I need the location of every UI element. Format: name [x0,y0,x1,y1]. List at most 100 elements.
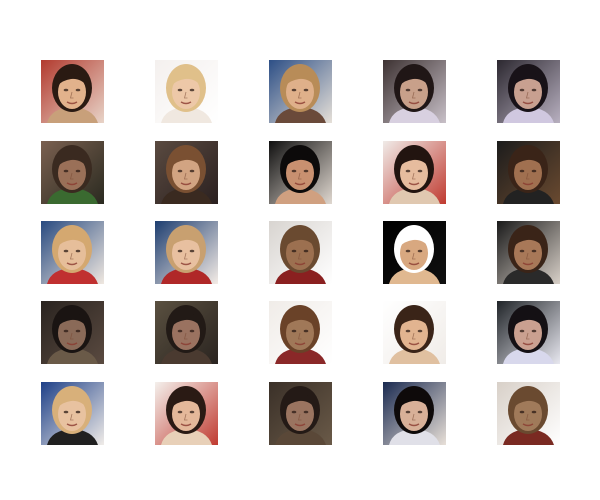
shirt-shape [389,107,440,123]
face-image [383,301,446,364]
face-image [383,221,446,284]
face-image-tile [497,382,560,445]
mouth-shape [522,423,534,427]
mouth-shape [180,262,192,266]
face-shape [58,316,86,350]
eye-shape [63,410,69,414]
face-image-tile [41,221,104,284]
nose-shape [297,172,302,180]
face-shape [400,156,428,190]
shirt-shape [161,268,212,284]
nose-shape [297,91,302,99]
eye-shape [189,88,195,92]
eye-shape [405,249,411,253]
eye-shape [177,329,183,333]
fringe-shape [57,152,88,168]
face-image-tile [383,382,446,445]
shirt-shape [275,107,326,123]
eye-shape [405,88,411,92]
nose-shape [525,332,530,340]
nose-shape [525,172,530,180]
eye-shape [291,329,297,333]
face-shape [514,316,542,350]
mouth-shape [66,101,78,105]
eye-shape [303,249,309,253]
eye-shape [417,410,423,414]
eye-shape [519,169,525,173]
fringe-shape [285,393,316,409]
nose-shape [183,91,188,99]
face-image-tile [383,60,446,123]
nose-shape [411,413,416,421]
face-image [497,60,560,123]
face-shape [58,236,86,270]
eye-shape [63,329,69,333]
nose-shape [525,252,530,260]
nose-shape [183,172,188,180]
face-shape [514,236,542,270]
eye-shape [519,329,525,333]
eye-shape [531,410,537,414]
mouth-shape [180,342,192,346]
face-image [383,60,446,123]
shirt-shape [47,348,98,364]
face-shape [400,397,428,431]
eye-shape [63,249,69,253]
eye-shape [291,169,297,173]
eye-shape [177,169,183,173]
fringe-shape [285,71,316,87]
face-shape [172,75,200,109]
fringe-shape [399,232,430,248]
eye-shape [531,249,537,253]
mouth-shape [294,423,306,427]
face-image [497,301,560,364]
eye-shape [189,410,195,414]
face-image-tile [269,60,332,123]
fringe-shape [57,71,88,87]
mouth-shape [522,101,534,105]
eye-shape [519,410,525,414]
eye-shape [417,169,423,173]
eye-shape [303,88,309,92]
face-image-tile [383,301,446,364]
eye-shape [303,410,309,414]
nose-shape [297,413,302,421]
eye-shape [291,410,297,414]
face-image [155,221,218,284]
face-image [155,382,218,445]
face-shape [286,316,314,350]
mouth-shape [522,342,534,346]
shirt-shape [389,429,440,445]
fringe-shape [171,393,202,409]
face-image [383,141,446,204]
mouth-shape [180,182,192,186]
shirt-shape [47,107,98,123]
mouth-shape [408,101,420,105]
face-image-tile [155,60,218,123]
fringe-shape [171,152,202,168]
face-image [155,60,218,123]
shirt-shape [389,268,440,284]
eye-shape [291,88,297,92]
face-shape [286,75,314,109]
eye-shape [189,169,195,173]
fringe-shape [285,152,316,168]
nose-shape [411,172,416,180]
face-shape [58,75,86,109]
eye-shape [417,329,423,333]
shirt-shape [161,107,212,123]
face-image-tile [155,221,218,284]
face-shape [514,156,542,190]
fringe-shape [285,232,316,248]
face-image [269,301,332,364]
eye-shape [405,329,411,333]
fringe-shape [399,152,430,168]
shirt-shape [275,268,326,284]
face-image-tile [269,221,332,284]
mouth-shape [522,182,534,186]
face-image-tile [41,141,104,204]
nose-shape [525,91,530,99]
face-image [41,60,104,123]
mouth-shape [408,423,420,427]
